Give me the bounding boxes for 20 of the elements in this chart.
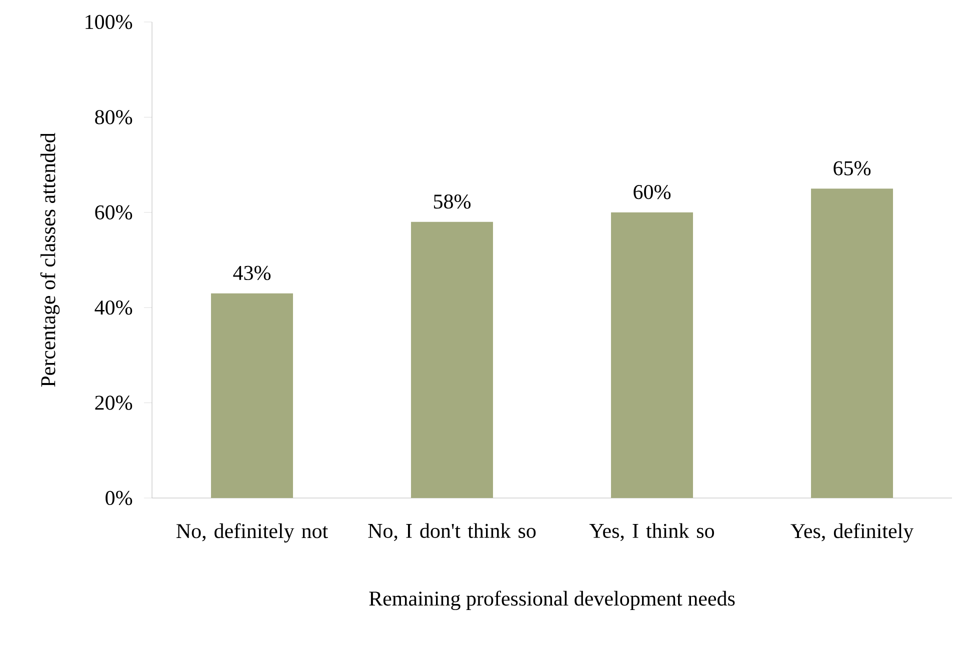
y-tick-label: 100% [86,14,132,30]
y-tick-label: 0% [106,490,132,506]
y-tick-label: 80% [95,110,132,124]
x-tick-label: No, definitely not [176,523,328,543]
x-axis-title: Remaining professional development needs [369,590,735,610]
data-label: 60% [634,184,671,200]
bar [211,293,294,498]
data-label: 58% [434,194,471,209]
data-label: 65% [834,161,871,176]
x-tick-label: Yes, I think so [589,523,714,541]
bar [811,188,894,498]
x-tick-label: No, I don't think so [368,523,536,541]
y-tick-label: 60% [95,205,132,220]
bar [611,212,694,498]
y-tick-label: 40% [94,300,132,315]
bar [411,222,494,498]
y-axis-title: Percentage of classes attended [40,132,60,387]
x-tick-label: Yes, definitely [790,523,914,543]
data-label: 43% [233,266,271,280]
y-tick-label: 20% [95,396,132,410]
